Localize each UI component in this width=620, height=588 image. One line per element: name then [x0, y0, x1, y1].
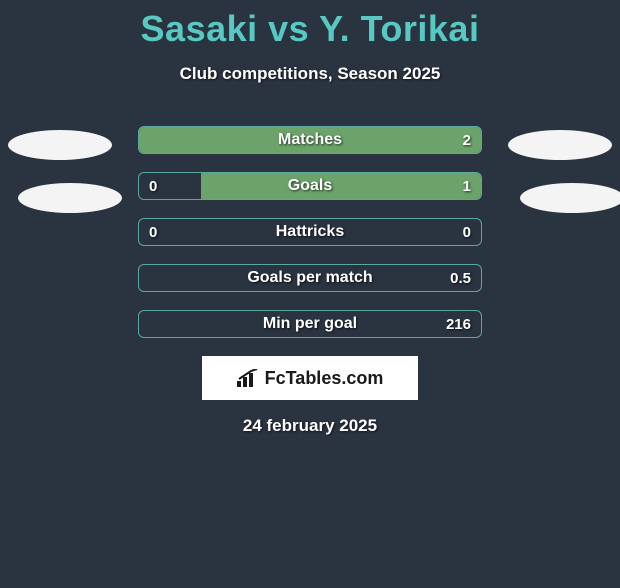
stat-row-hattricks: 0 Hattricks 0: [138, 218, 482, 246]
stat-value-right: 0: [463, 219, 471, 245]
stat-label: Goals: [139, 173, 481, 199]
player2-avatar-top: [508, 130, 612, 160]
logo-text: FcTables.com: [265, 368, 384, 389]
vs-text: vs: [268, 8, 309, 49]
page-title: Sasaki vs Y. Torikai: [0, 8, 620, 50]
player1-avatar-top: [8, 130, 112, 160]
stat-value-right: 1: [463, 173, 471, 199]
stat-label: Goals per match: [139, 265, 481, 291]
stat-value-right: 0.5: [450, 265, 471, 291]
stat-row-gpm: Goals per match 0.5: [138, 264, 482, 292]
stat-label: Min per goal: [139, 311, 481, 337]
player2-name: Y. Torikai: [319, 8, 479, 49]
chart-icon: [237, 369, 259, 387]
date-text: 24 february 2025: [0, 416, 620, 436]
source-logo[interactable]: FcTables.com: [202, 356, 418, 400]
stat-row-mpg: Min per goal 216: [138, 310, 482, 338]
stat-label: Matches: [139, 127, 481, 153]
player1-avatar-bottom: [18, 183, 122, 213]
stat-label: Hattricks: [139, 219, 481, 245]
player1-name: Sasaki: [141, 8, 258, 49]
player2-avatar-bottom: [520, 183, 620, 213]
stat-row-goals: 0 Goals 1: [138, 172, 482, 200]
subtitle: Club competitions, Season 2025: [0, 64, 620, 84]
stat-value-right: 216: [446, 311, 471, 337]
stat-value-right: 2: [463, 127, 471, 153]
stat-row-matches: Matches 2: [138, 126, 482, 154]
